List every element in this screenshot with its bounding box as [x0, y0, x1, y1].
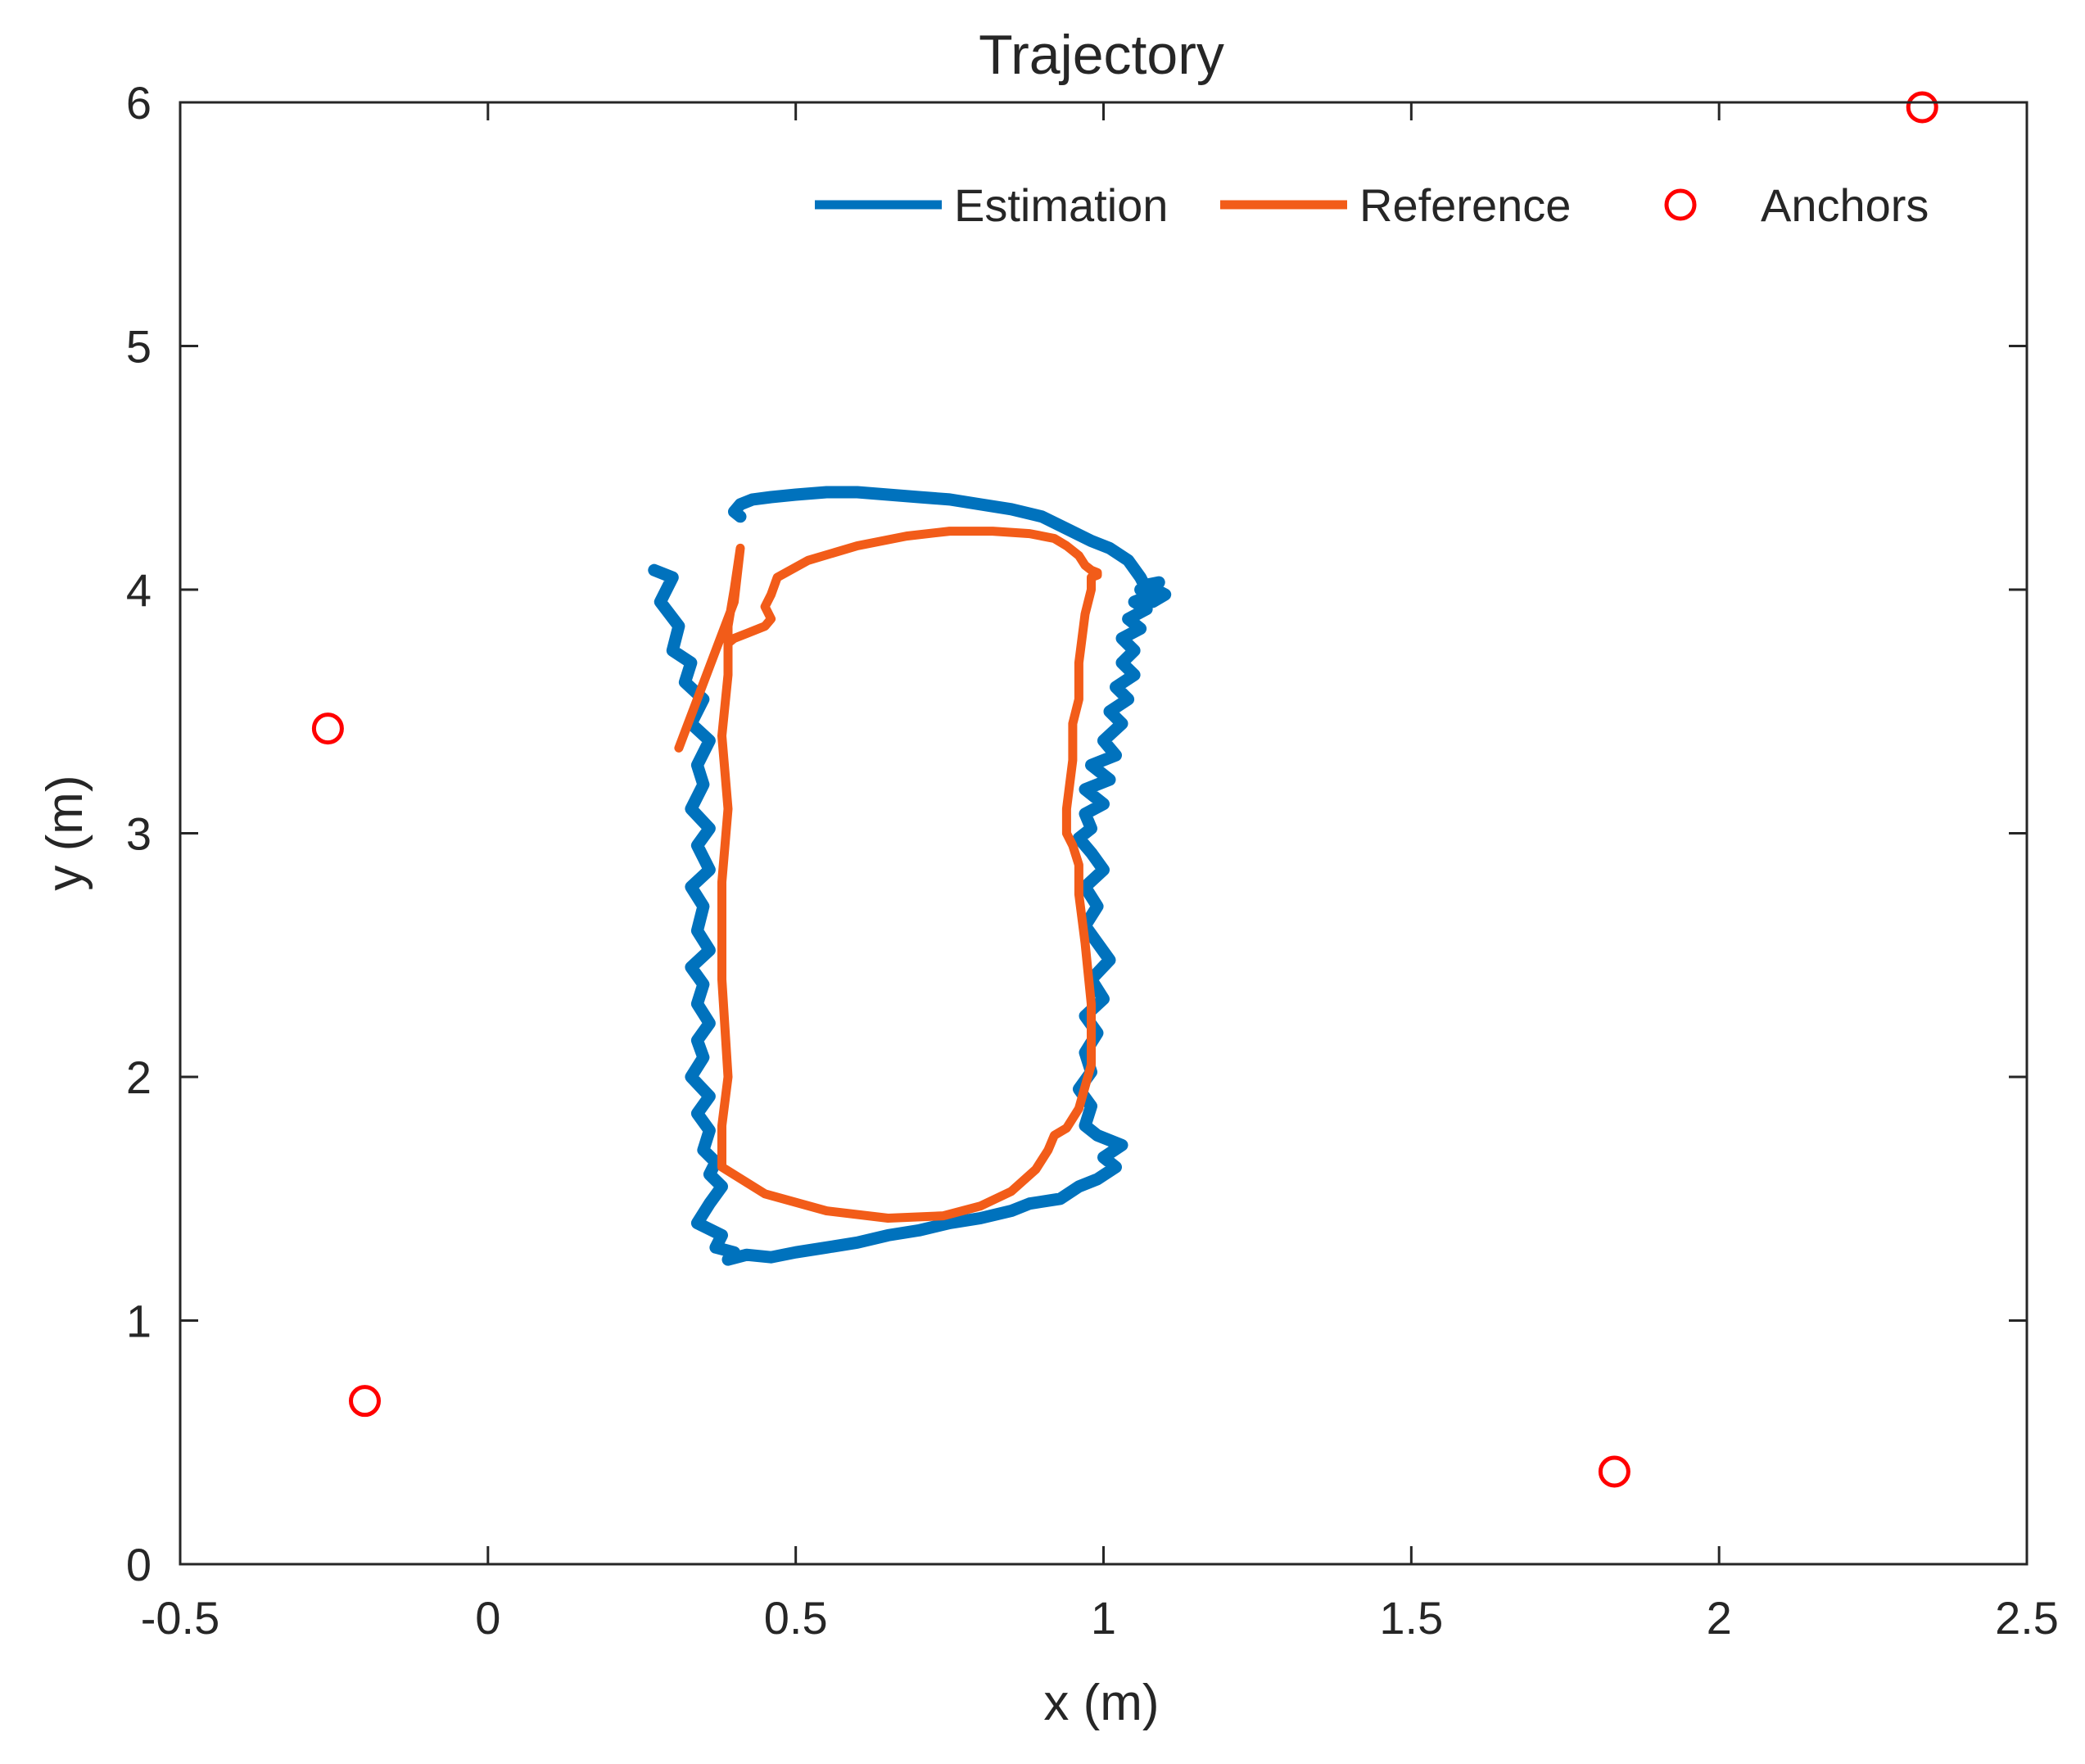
legend-anchors-label: Anchors [1761, 179, 1929, 231]
reference-series-line [674, 527, 1102, 1223]
y-tick-label: 3 [126, 808, 152, 860]
y-tick-label: 5 [126, 321, 152, 373]
x-axis-label: x (m) [1043, 1675, 1159, 1731]
x-tick-label: 2.5 [1995, 1592, 2059, 1644]
legend-estimation-label: Estimation [954, 179, 1168, 231]
x-tick-label: 0.5 [764, 1592, 828, 1644]
legend-reference-label: Reference [1359, 179, 1571, 231]
y-axis-label: y (m) [37, 775, 93, 890]
anchor-point [1906, 91, 1938, 124]
anchor-point [311, 712, 344, 745]
x-tick-label: 2 [1707, 1592, 1732, 1644]
anchor-point [349, 1385, 381, 1418]
y-tick-label: 6 [126, 77, 152, 129]
legend-anchors-marker [1664, 188, 1697, 221]
x-tick-label: -0.5 [141, 1592, 220, 1644]
y-tick-label: 2 [126, 1052, 152, 1103]
y-tick-label: 1 [126, 1296, 152, 1347]
y-tick-label: 0 [126, 1539, 152, 1590]
x-tick-label: 0 [475, 1592, 500, 1644]
axes-box [179, 101, 2028, 1566]
x-tick-label: 1.5 [1379, 1592, 1443, 1644]
y-tick-label: 4 [126, 564, 152, 616]
chart-title: Trajectory [979, 24, 1224, 86]
legend: Estimation Reference Anchors [815, 179, 1929, 231]
x-tick-label: 1 [1091, 1592, 1116, 1644]
anchor-point [1598, 1455, 1630, 1488]
